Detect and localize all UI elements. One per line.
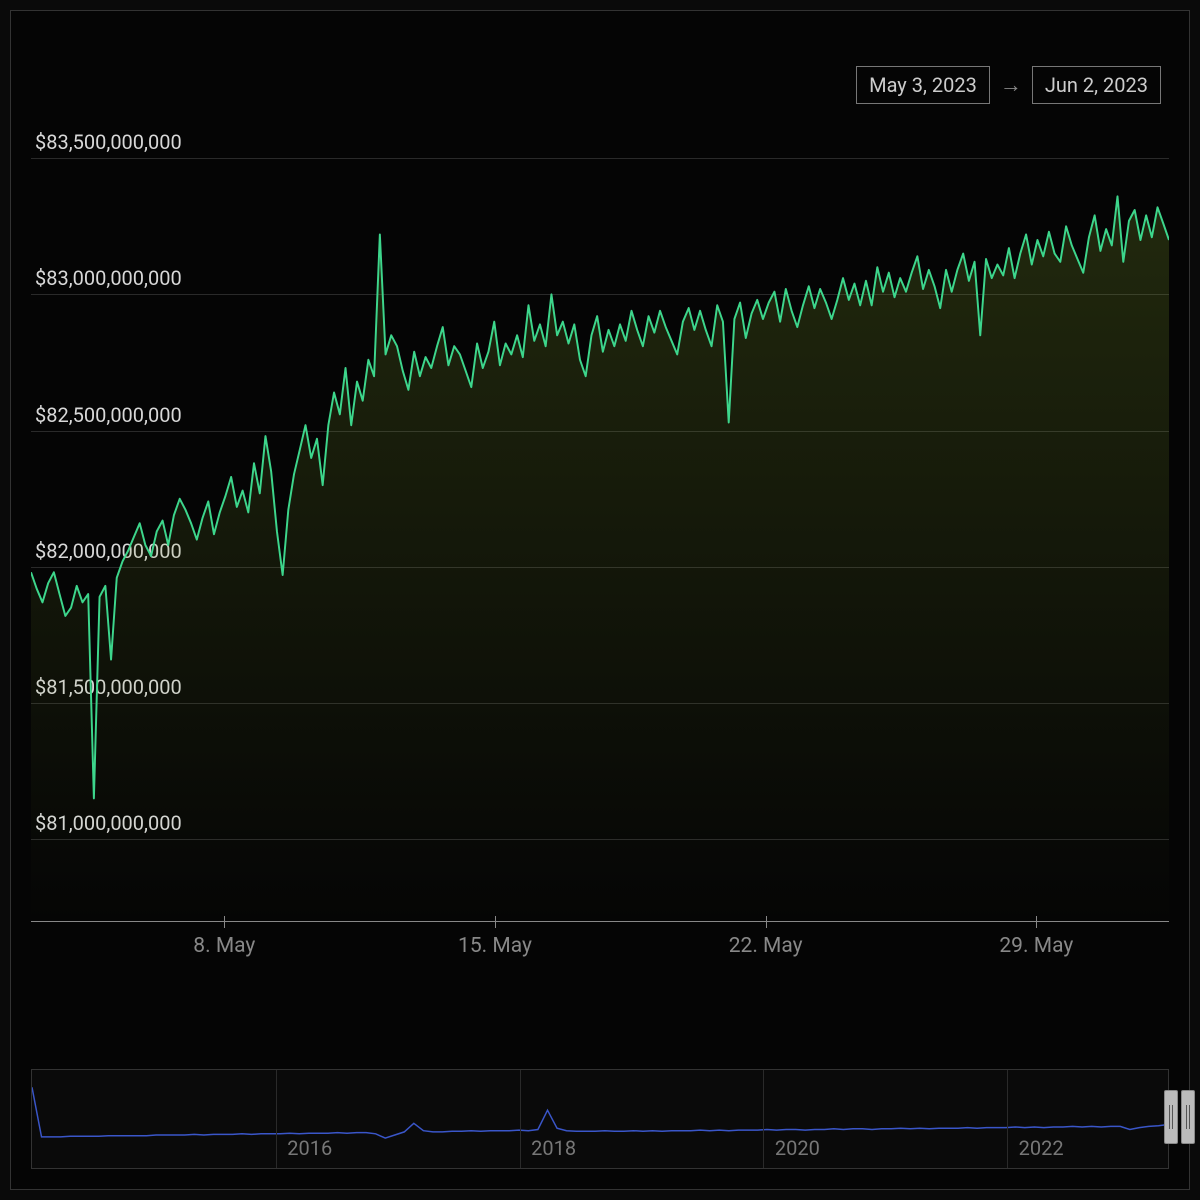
navigator[interactable]: 2016 2018 2020 2022 — [31, 1069, 1169, 1169]
x-tick — [1036, 916, 1037, 928]
main-chart[interactable]: $81,000,000,000$81,500,000,000$82,000,00… — [31, 131, 1169, 921]
date-range-picker: May 3, 2023 → Jun 2, 2023 — [856, 66, 1161, 104]
x-axis: 8. May 15. May 22. May 29. May — [31, 921, 1169, 971]
x-tick — [766, 916, 767, 928]
x-tick — [495, 916, 496, 928]
chart-svg — [31, 131, 1169, 921]
navigator-svg — [32, 1070, 1168, 1168]
navigator-label: 2016 — [287, 1136, 332, 1160]
chart-container: May 3, 2023 → Jun 2, 2023 $81,000,000,00… — [10, 10, 1190, 1190]
arrow-right-icon: → — [1000, 72, 1022, 98]
x-axis-label: 15. May — [458, 934, 532, 958]
navigator-divider — [763, 1070, 764, 1168]
x-axis-label: 29. May — [999, 934, 1073, 958]
navigator-divider — [1007, 1070, 1008, 1168]
navigator-divider — [276, 1070, 277, 1168]
navigator-divider — [520, 1070, 521, 1168]
x-tick — [224, 916, 225, 928]
navigator-label: 2022 — [1019, 1136, 1064, 1160]
navigator-label: 2018 — [531, 1136, 576, 1160]
navigator-handle-right[interactable] — [1181, 1090, 1195, 1144]
navigator-label: 2020 — [775, 1136, 820, 1160]
x-axis-label: 22. May — [729, 934, 803, 958]
date-end-button[interactable]: Jun 2, 2023 — [1032, 66, 1161, 104]
x-axis-label: 8. May — [193, 934, 255, 958]
date-start-button[interactable]: May 3, 2023 — [856, 66, 990, 104]
navigator-handle-left[interactable] — [1164, 1090, 1178, 1144]
